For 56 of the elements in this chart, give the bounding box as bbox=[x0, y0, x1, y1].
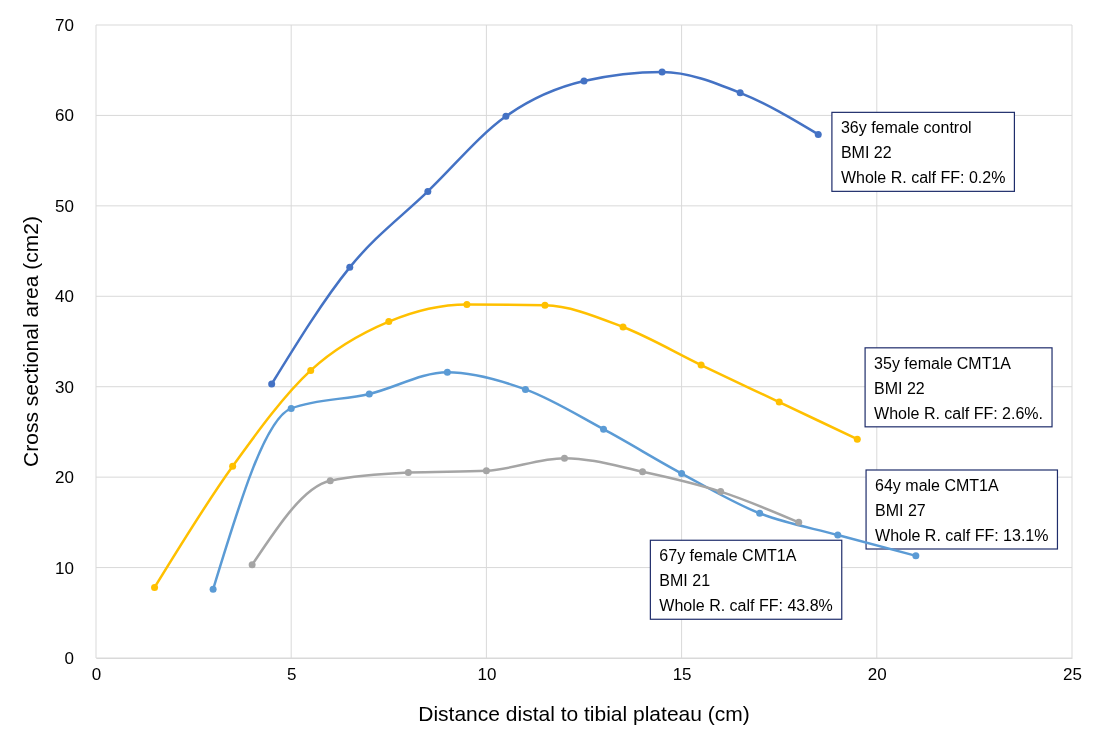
point bbox=[151, 583, 159, 591]
point bbox=[229, 462, 237, 470]
x-tick-label: 25 bbox=[1063, 665, 1082, 685]
point bbox=[639, 468, 647, 476]
point bbox=[697, 361, 705, 369]
point bbox=[853, 435, 861, 443]
y-tick-label: 50 bbox=[55, 196, 74, 216]
point bbox=[736, 89, 744, 97]
point bbox=[404, 469, 412, 477]
point bbox=[326, 477, 334, 485]
point bbox=[346, 263, 354, 271]
x-tick-label: 10 bbox=[477, 665, 497, 685]
point bbox=[834, 531, 842, 539]
x-tick-label: 20 bbox=[867, 665, 887, 685]
x-tick-label: 5 bbox=[286, 665, 297, 685]
annotation: 67y female CMT1A BMI 21 Whole R. calf FF: 43.8% bbox=[659, 547, 833, 615]
annotation: 36y female control BMI 22 Whole R. calf FF: 0.2% bbox=[840, 119, 1006, 187]
y-tick-label: 40 bbox=[55, 287, 74, 307]
point bbox=[307, 366, 315, 374]
y-tick-label: 70 bbox=[55, 15, 74, 35]
x-axis-title: Distance distal to tibial plateau (cm) bbox=[418, 702, 750, 725]
x-tick-label: 15 bbox=[672, 665, 692, 685]
point bbox=[463, 300, 471, 308]
y-tick-label: 10 bbox=[55, 558, 74, 578]
point bbox=[365, 390, 373, 398]
point bbox=[678, 470, 686, 478]
point bbox=[912, 552, 920, 560]
point bbox=[580, 77, 588, 85]
y-tick-label: 30 bbox=[55, 377, 74, 397]
point bbox=[619, 323, 627, 331]
point bbox=[287, 404, 295, 412]
point bbox=[795, 518, 803, 526]
point bbox=[814, 130, 822, 138]
point bbox=[248, 561, 256, 569]
point bbox=[600, 425, 608, 433]
y-axis-title: Cross sectional area (cm2) bbox=[19, 216, 42, 467]
point bbox=[560, 454, 568, 462]
y-tick-label: 0 bbox=[64, 648, 74, 668]
y-tick-label: 60 bbox=[55, 106, 74, 126]
point bbox=[209, 585, 217, 593]
x-tick-label: 0 bbox=[91, 665, 102, 685]
point bbox=[521, 385, 529, 393]
y-tick-label: 20 bbox=[55, 468, 74, 488]
point bbox=[756, 509, 764, 517]
point bbox=[385, 318, 393, 326]
point bbox=[658, 68, 666, 76]
point bbox=[424, 187, 432, 195]
point bbox=[717, 488, 725, 496]
annotation: 64y male CMT1A BMI 27 Whole R. calf FF: 13.1% bbox=[875, 477, 1049, 544]
point bbox=[482, 467, 490, 475]
point bbox=[775, 398, 783, 406]
point bbox=[268, 380, 276, 388]
point bbox=[541, 301, 549, 309]
annotation: 35y female CMT1A BMI 22 Whole R. calf FF: 2.6%. bbox=[874, 354, 1044, 422]
point bbox=[502, 112, 510, 120]
point bbox=[443, 368, 451, 376]
